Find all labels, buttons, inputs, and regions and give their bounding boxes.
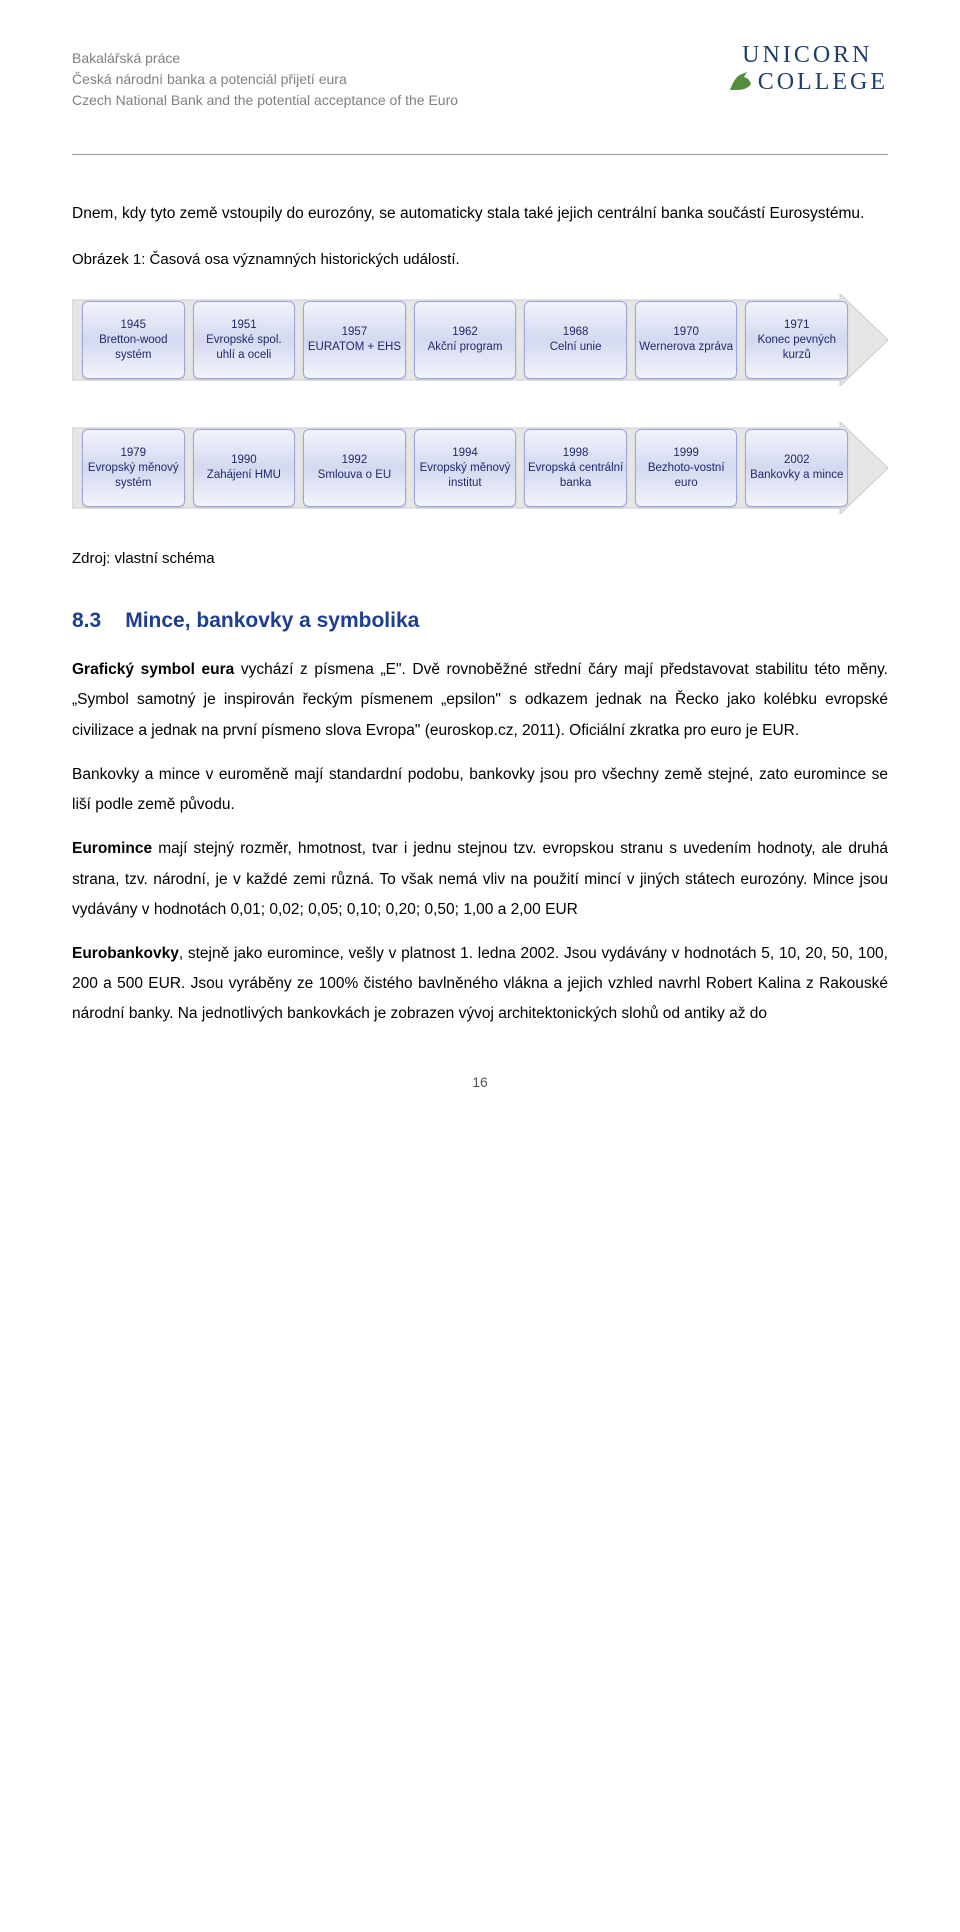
- timeline-box: 1970Wernerova zpráva: [635, 301, 738, 379]
- p3-rest: mají stejný rozměr, hmotnost, tvar i jed…: [72, 840, 888, 917]
- figure-caption: Obrázek 1: Časová osa významných histori…: [72, 251, 888, 268]
- unicorn-college-logo: UNICORN COLLEGE: [727, 42, 888, 96]
- timeline-box: 1990Zahájení HMU: [193, 429, 296, 507]
- section-p4: Eurobankovky, stejně jako euromince, veš…: [72, 939, 888, 1030]
- p4-rest: stejně jako euromince, vešly v platnost …: [72, 945, 888, 1022]
- timeline-box: 1994Evropský měnový institut: [414, 429, 517, 507]
- timeline-box: 1999Bezhoto-vostní euro: [635, 429, 738, 507]
- logo-line-2: COLLEGE: [758, 69, 888, 95]
- logo-line-2-wrap: COLLEGE: [727, 69, 888, 96]
- timeline-boxes-2: 1979Evropský měnový systém1990Zahájení H…: [82, 429, 848, 507]
- section-heading: 8.3 Mince, bankovky a symbolika: [72, 609, 888, 633]
- page-number: 16: [72, 1074, 888, 1090]
- figure-source: Zdroj: vlastní schéma: [72, 550, 888, 567]
- page-header: Bakalářská práce Česká národní banka a p…: [72, 48, 888, 148]
- timeline-diagram: 1945Bretton-wood systém1951Evropské spol…: [72, 294, 888, 514]
- timeline-box: 1998Evropská centrální banka: [524, 429, 627, 507]
- timeline-box: 1962Akční program: [414, 301, 517, 379]
- section-body: Grafický symbol eura vychází z písmena „…: [72, 655, 888, 1029]
- section-p1: Grafický symbol eura vychází z písmena „…: [72, 655, 888, 746]
- timeline-box: 2002Bankovky a mince: [745, 429, 848, 507]
- timeline-box: 1951Evropské spol. uhlí a oceli: [193, 301, 296, 379]
- header-separator: [72, 154, 888, 155]
- timeline-box: 1979Evropský měnový systém: [82, 429, 185, 507]
- timeline-box: 1968Celní unie: [524, 301, 627, 379]
- intro-text: Dnem, kdy tyto země vstoupily do eurozón…: [72, 199, 888, 229]
- section-number: 8.3: [72, 609, 101, 633]
- timeline-box: 1957EURATOM + EHS: [303, 301, 406, 379]
- logo-line-1: UNICORN: [727, 42, 888, 69]
- timeline-box: 1992Smlouva o EU: [303, 429, 406, 507]
- section-p3: Euromince mají stejný rozměr, hmotnost, …: [72, 834, 888, 925]
- intro-paragraph: Dnem, kdy tyto země vstoupily do eurozón…: [72, 199, 888, 229]
- unicorn-icon: [727, 70, 755, 92]
- timeline-row-2: 1979Evropský měnový systém1990Zahájení H…: [72, 422, 888, 514]
- timeline-box: 1971Konec pevných kurzů: [745, 301, 848, 379]
- section-p2: Bankovky a mince v euroměně mají standar…: [72, 760, 888, 820]
- timeline-boxes-1: 1945Bretton-wood systém1951Evropské spol…: [82, 301, 848, 379]
- timeline-box: 1945Bretton-wood systém: [82, 301, 185, 379]
- section-title: Mince, bankovky a symbolika: [125, 609, 419, 632]
- timeline-row-1: 1945Bretton-wood systém1951Evropské spol…: [72, 294, 888, 386]
